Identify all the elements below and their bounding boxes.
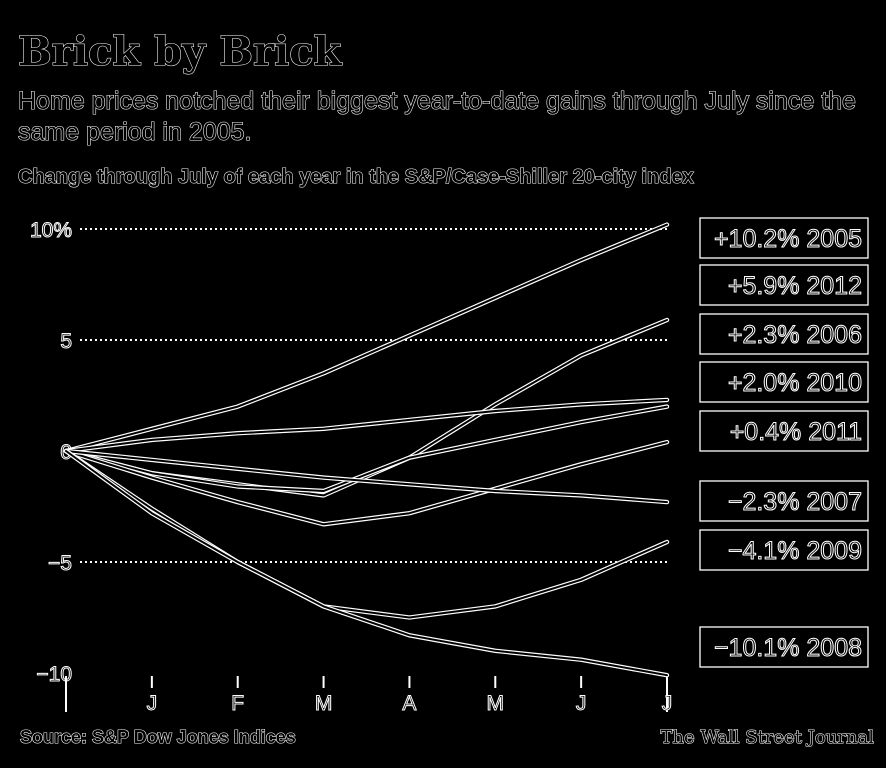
end-label-2011: +0.4% 2011: [699, 410, 869, 452]
series-line-2005: [63, 222, 670, 454]
y-tick-label: 5: [60, 330, 72, 353]
end-label-text: +2.0% 2010: [728, 369, 862, 397]
x-tick-label: F: [231, 692, 244, 715]
x-tick-label: J: [576, 692, 587, 715]
y-tick-label: 10%: [30, 219, 72, 242]
x-tick-label: A: [402, 692, 416, 715]
series-line-2008: [63, 448, 670, 678]
end-label-2008: −10.1% 2008: [699, 626, 869, 668]
series-lines: [63, 222, 670, 678]
end-label-text: −4.1% 2009: [728, 537, 862, 565]
end-label-text: +2.3% 2006: [728, 321, 862, 349]
end-label-2010: +2.0% 2010: [699, 361, 869, 403]
series-line-2009: [63, 448, 670, 620]
chart-subtitle: Home prices notched their biggest year-t…: [17, 86, 856, 146]
end-label-2012: +5.9% 2012: [699, 264, 869, 306]
source-note: Source: S&P Dow Jones Indices: [19, 726, 296, 747]
series-line-2011: [63, 439, 670, 527]
end-label-text: −10.1% 2008: [714, 634, 862, 662]
x-tick-label: J: [147, 692, 158, 715]
end-label-text: +5.9% 2012: [728, 272, 862, 300]
y-tick-label: −5: [48, 552, 72, 575]
end-label-2005: +10.2% 2005: [699, 217, 869, 259]
series-line-2006: [63, 397, 670, 454]
x-tick-label: M: [315, 692, 333, 715]
end-label-2007: −2.3% 2007: [699, 480, 869, 522]
series-line-2010: [63, 404, 670, 494]
end-label-text: +0.4% 2011: [730, 418, 862, 446]
y-axis: 10%50−5−10: [29, 219, 72, 687]
x-tick-label: M: [487, 692, 505, 715]
series-line-2012: [63, 317, 670, 498]
end-labels: +10.2% 2005 +5.9% 2012 +2.3% 2006 +2.0% 201…: [699, 217, 869, 668]
end-label-2009: −4.1% 2009: [699, 529, 869, 571]
end-label-text: −2.3% 2007: [728, 488, 862, 516]
end-label-2006: +2.3% 2006: [699, 313, 869, 355]
chart-title: Brick by Brick: [17, 27, 342, 75]
series-line-2007: [63, 448, 670, 505]
end-label-text: +10.2% 2005: [714, 225, 862, 253]
chart-note: Change through July of each year in the …: [17, 165, 694, 188]
grid: [80, 228, 668, 563]
x-tick-label: J: [662, 692, 673, 715]
publisher-credit: The Wall Street Journal: [660, 726, 875, 748]
